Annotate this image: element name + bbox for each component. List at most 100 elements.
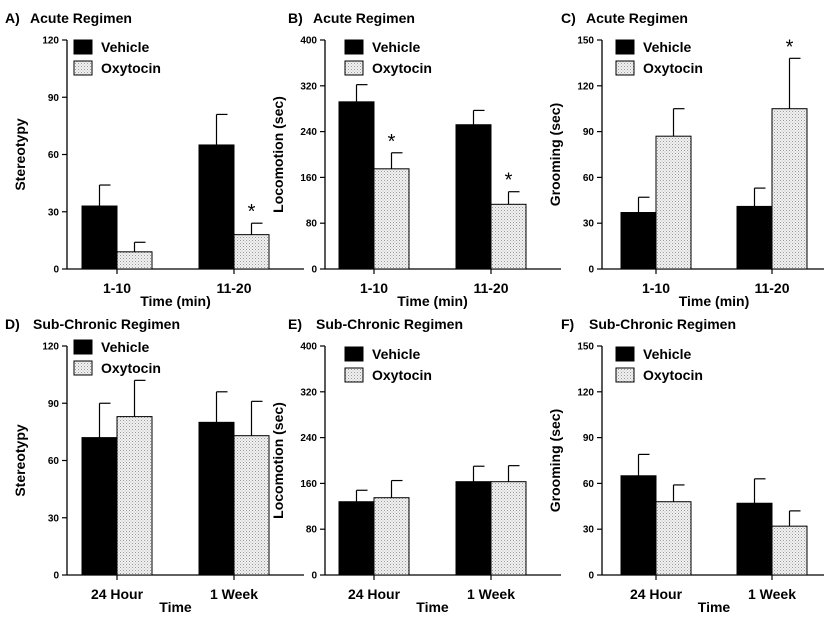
legend-swatch-oxytocin bbox=[615, 60, 635, 76]
chart-title: Acute Regimen bbox=[30, 10, 132, 26]
chart-panel-b: B) Acute Regimen 0 80 160 240 320 400 Locomotion… bbox=[270, 10, 561, 309]
bar-vehicle bbox=[338, 501, 375, 576]
bar-vehicle bbox=[338, 101, 375, 270]
x-tick-label: 24 Hour bbox=[91, 586, 144, 602]
legend-swatch-vehicle bbox=[344, 39, 364, 55]
significance-marker: * bbox=[786, 36, 794, 58]
y-axis-label: Locomotion (sec) bbox=[270, 402, 286, 519]
legend-swatch-vehicle bbox=[615, 346, 635, 362]
chart-panel-d: D) Sub-Chronic Regimen 0 30 60 90 120 Stereotyp… bbox=[5, 316, 304, 615]
x-tick-label: 1 Week bbox=[467, 586, 515, 602]
x-axis-label: Time (min) bbox=[140, 293, 211, 309]
chart-title: Sub-Chronic Regimen bbox=[316, 316, 463, 332]
bar-oxytocin bbox=[771, 108, 808, 270]
bar-vehicle bbox=[455, 124, 492, 270]
chart-panel-a: A) Acute Regimen 0 30 60 90 120 Stereotypy 1-10 1… bbox=[5, 10, 304, 309]
legend-swatch-vehicle bbox=[73, 39, 93, 55]
legend-label-oxytocin: Oxytocin bbox=[101, 360, 161, 376]
legend-swatch-vehicle bbox=[615, 39, 635, 55]
x-tick-label: 1-10 bbox=[360, 280, 388, 296]
legend-label-vehicle: Vehicle bbox=[643, 346, 691, 362]
bar-vehicle bbox=[736, 205, 773, 270]
bar-vehicle bbox=[81, 437, 118, 576]
bar-oxytocin bbox=[116, 251, 153, 270]
panel-letter: C) bbox=[561, 10, 576, 26]
significance-marker: * bbox=[505, 170, 513, 192]
y-tick-label: 120 bbox=[42, 36, 59, 47]
legend-label-oxytocin: Oxytocin bbox=[101, 60, 161, 76]
panel-letter: A) bbox=[5, 10, 20, 26]
y-axis-label: Stereotypy bbox=[12, 118, 28, 191]
legend-label-vehicle: Vehicle bbox=[101, 339, 149, 355]
y-tick-label: 0 bbox=[311, 571, 317, 582]
bar-oxytocin bbox=[655, 501, 692, 576]
y-tick-label: 90 bbox=[48, 93, 60, 104]
significance-marker: * bbox=[248, 201, 256, 223]
legend-label-oxytocin: Oxytocin bbox=[643, 367, 703, 383]
y-tick-label: 90 bbox=[48, 399, 60, 410]
y-tick-label: 160 bbox=[300, 173, 317, 184]
x-axis-label: Time (min) bbox=[397, 293, 468, 309]
y-tick-label: 0 bbox=[588, 571, 594, 582]
legend-label-vehicle: Vehicle bbox=[372, 39, 420, 55]
y-tick-label: 30 bbox=[48, 513, 60, 524]
significance-marker: * bbox=[388, 131, 396, 153]
legend-label-vehicle: Vehicle bbox=[372, 346, 420, 362]
y-tick-label: 30 bbox=[48, 207, 60, 218]
legend-label-vehicle: Vehicle bbox=[101, 39, 149, 55]
legend-label-oxytocin: Oxytocin bbox=[372, 60, 432, 76]
y-tick-label: 120 bbox=[577, 387, 594, 398]
chart-title: Acute Regimen bbox=[313, 10, 415, 26]
y-tick-label: 120 bbox=[577, 81, 594, 92]
bar-oxytocin bbox=[233, 234, 270, 270]
legend-swatch-vehicle bbox=[344, 346, 364, 362]
x-tick-label: 1-10 bbox=[642, 280, 670, 296]
bar-oxytocin bbox=[373, 168, 410, 270]
y-tick-label: 160 bbox=[300, 479, 317, 490]
legend-swatch-vehicle bbox=[73, 339, 93, 355]
y-tick-label: 90 bbox=[583, 127, 595, 138]
x-tick-label: 1-10 bbox=[103, 280, 131, 296]
y-axis-label: Grooming (sec) bbox=[547, 409, 563, 512]
x-tick-label: 1 Week bbox=[210, 586, 258, 602]
y-axis-label: Locomotion (sec) bbox=[270, 96, 286, 213]
legend-swatch-oxytocin bbox=[615, 367, 635, 383]
panel-letter: E) bbox=[288, 316, 302, 332]
x-tick-label: 11-20 bbox=[216, 280, 251, 296]
chart-title: Sub-Chronic Regimen bbox=[589, 316, 736, 332]
y-tick-label: 90 bbox=[583, 433, 595, 444]
x-axis-label: Time bbox=[698, 599, 731, 615]
x-tick-label: 11-20 bbox=[473, 280, 508, 296]
x-tick-label: 24 Hour bbox=[630, 586, 683, 602]
legend-label-oxytocin: Oxytocin bbox=[643, 60, 703, 76]
x-tick-label: 11-20 bbox=[754, 280, 789, 296]
bar-vehicle bbox=[736, 502, 773, 576]
bar-vehicle bbox=[81, 205, 118, 270]
x-axis-label: Time (min) bbox=[679, 293, 750, 309]
y-tick-label: 400 bbox=[300, 36, 317, 47]
y-tick-label: 80 bbox=[306, 525, 318, 536]
y-tick-label: 30 bbox=[583, 219, 595, 230]
legend-swatch-oxytocin bbox=[73, 360, 93, 376]
bar-vehicle bbox=[620, 212, 657, 270]
y-tick-label: 0 bbox=[588, 265, 594, 276]
chart-title: Acute Regimen bbox=[586, 10, 688, 26]
y-tick-label: 60 bbox=[583, 479, 595, 490]
y-tick-label: 30 bbox=[583, 525, 595, 536]
bar-vehicle bbox=[455, 481, 492, 576]
x-tick-label: 1 Week bbox=[748, 586, 796, 602]
bar-oxytocin bbox=[490, 203, 527, 270]
y-tick-label: 60 bbox=[48, 456, 60, 467]
y-tick-label: 0 bbox=[311, 265, 317, 276]
y-tick-label: 320 bbox=[300, 387, 317, 398]
bar-vehicle bbox=[198, 421, 235, 576]
panel-letter: B) bbox=[288, 10, 303, 26]
y-tick-label: 0 bbox=[53, 571, 59, 582]
y-tick-label: 0 bbox=[53, 265, 59, 276]
legend-swatch-oxytocin bbox=[344, 60, 364, 76]
panel-letter: D) bbox=[5, 316, 20, 332]
legend-swatch-oxytocin bbox=[344, 367, 364, 383]
bar-oxytocin bbox=[116, 416, 153, 576]
